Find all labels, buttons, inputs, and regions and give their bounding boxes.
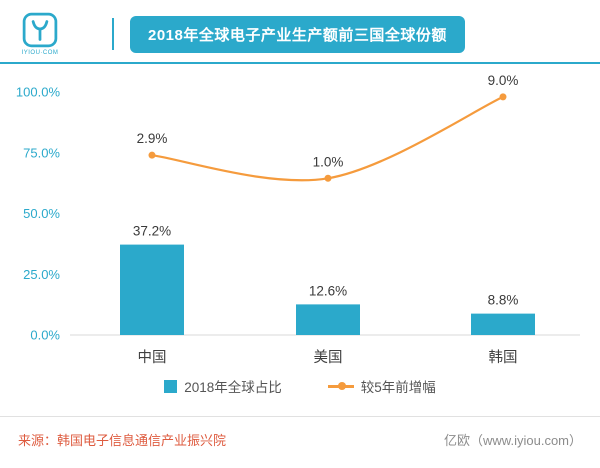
legend-item-line-series: 较5年前增幅 bbox=[327, 376, 436, 396]
header-divider bbox=[112, 18, 114, 50]
bar-series-swatch bbox=[164, 379, 178, 393]
y-axis-tick: 50.0% bbox=[23, 206, 60, 221]
legend-label-line-series: 较5年前增幅 bbox=[360, 380, 436, 395]
bar-中国 bbox=[120, 244, 184, 335]
footer-rule bbox=[0, 416, 600, 417]
line-value-label: 2.9% bbox=[137, 131, 168, 146]
legend-item-bar-series: 2018年全球占比 bbox=[164, 376, 282, 396]
y-axis-tick: 0.0% bbox=[30, 328, 60, 343]
trend-marker bbox=[324, 174, 332, 182]
line-series-swatch bbox=[327, 382, 354, 390]
logo-caption: IYIOU·COM bbox=[21, 50, 59, 56]
page-title: 2018年全球电子产业生产额前三国全球份额 bbox=[130, 15, 465, 53]
bar-value-label: 12.6% bbox=[309, 283, 347, 298]
x-axis-label: 中国 bbox=[138, 349, 167, 366]
x-axis-label: 韩国 bbox=[489, 349, 518, 366]
brand-text: 亿欧（www.iyiou.com） bbox=[444, 433, 582, 448]
line-value-label: 9.0% bbox=[488, 73, 519, 88]
header: IYIOU·COM 2018年全球电子产业生产额前三国全球份额 bbox=[0, 0, 600, 62]
x-axis-label: 美国 bbox=[314, 349, 343, 366]
bar-value-label: 37.2% bbox=[133, 224, 171, 239]
y-axis-tick: 100.0% bbox=[16, 85, 61, 100]
y-axis-tick: 75.0% bbox=[23, 145, 60, 160]
y-axis-tick: 25.0% bbox=[23, 267, 60, 282]
source-text: 来源：韩国电子信息通信产业振兴院 bbox=[18, 433, 227, 448]
header-rule bbox=[0, 62, 600, 64]
chart-legend: 2018年全球占比 较5年前增幅 bbox=[0, 374, 600, 398]
legend-label-bar-series: 2018年全球占比 bbox=[184, 380, 282, 395]
logo-block: IYIOU·COM bbox=[16, 12, 64, 56]
bar-美国 bbox=[296, 304, 360, 335]
chart: 0.0% 25.0% 50.0% 75.0% 100.0% 37.2% 12.6% 8.8% 中… bbox=[16, 73, 580, 366]
line-value-label: 1.0% bbox=[313, 154, 344, 169]
trend-marker bbox=[148, 151, 156, 159]
bar-韩国 bbox=[471, 313, 535, 335]
footer: 来源：韩国电子信息通信产业振兴院 亿欧（www.iyiou.com） bbox=[0, 417, 600, 449]
bar-value-label: 8.8% bbox=[488, 293, 519, 308]
iyiou-logo-icon bbox=[22, 12, 58, 48]
trend-marker bbox=[499, 93, 507, 101]
